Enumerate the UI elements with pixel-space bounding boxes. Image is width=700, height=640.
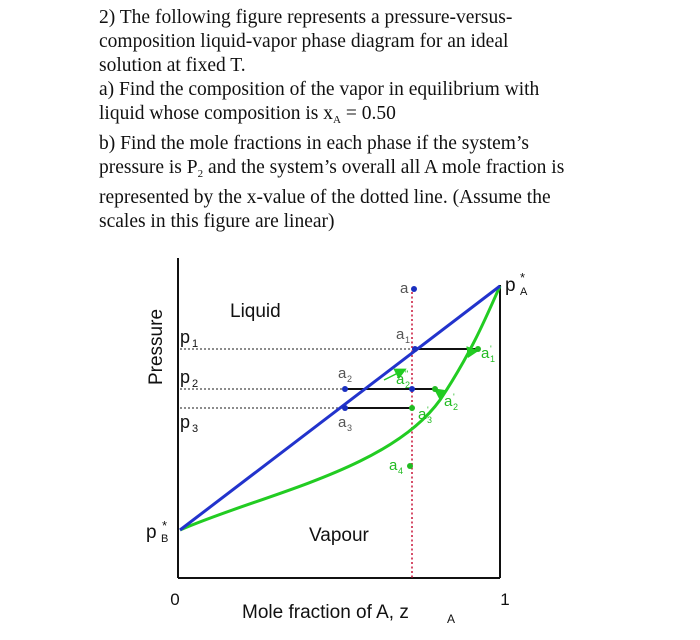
- label-a2-prime-sub: 2: [453, 402, 458, 412]
- question-line: b) Find the mole fractions in each phase…: [99, 133, 529, 154]
- p2-label: p: [180, 367, 190, 387]
- x-axis-label-text: Mole fraction of A, z: [242, 602, 409, 623]
- label-a1-prime: a: [481, 345, 490, 362]
- point-a1: [412, 346, 418, 352]
- pa-star-label: p: [505, 275, 516, 296]
- question-line: pressure is P2 and the system’s overall …: [99, 156, 689, 186]
- label-a2-sub: 2: [347, 374, 352, 384]
- vapour-label: Vapour: [309, 525, 370, 546]
- question-line: liquid whose composition is xA = 0.50: [99, 102, 689, 132]
- p2-sub: 2: [192, 378, 198, 390]
- arrow-a2double: [383, 368, 407, 381]
- label-a3: a: [338, 414, 347, 431]
- label-a3-prime-mark: ': [427, 405, 429, 415]
- text: liquid whose composition is x: [99, 103, 333, 124]
- pa-star-sub: A: [520, 286, 528, 298]
- liquid-label: Liquid: [230, 301, 281, 322]
- label-a3-sub: 3: [347, 423, 352, 433]
- point-a3-prime: [409, 405, 415, 411]
- label-a1-prime-mark: ': [490, 344, 492, 354]
- liquid-line: [179, 284, 501, 532]
- point-a2: [342, 386, 348, 392]
- question-text: 2) The following figure represents a pre…: [99, 6, 689, 234]
- arrow-a1prime: [466, 346, 479, 359]
- question-line: 2) The following figure represents a pre…: [99, 7, 513, 28]
- point-a2-double-prime: [409, 386, 415, 392]
- pb-star-asterisk: *: [162, 518, 167, 533]
- label-a4: a: [389, 457, 398, 474]
- label-a2-prime: a: [444, 393, 453, 410]
- question-line: composition liquid-vapor phase diagram f…: [99, 31, 509, 52]
- pb-star-label: p: [146, 522, 157, 543]
- label-a3-prime: a: [418, 406, 427, 423]
- subscript: A: [333, 114, 341, 126]
- x-tick-0: 0: [170, 590, 179, 609]
- label-a2-double-prime-mark: ": [405, 369, 408, 379]
- question-line: solution at fixed T.: [99, 55, 246, 76]
- question-line: a) Find the composition of the vapor in …: [99, 79, 540, 100]
- label-a2: a: [338, 365, 347, 382]
- pb-star-sub: B: [161, 533, 168, 545]
- text: pressure is P: [99, 157, 198, 178]
- question-line: scales in this figure are linear): [99, 211, 335, 232]
- text: = 0.50: [340, 103, 396, 124]
- label-a2-double-prime-sub: 2: [405, 380, 410, 390]
- label-a1-sub: 1: [405, 335, 410, 345]
- y-axis-label: Pressure: [146, 309, 167, 385]
- subscript: 2: [197, 168, 204, 180]
- p1-label: p: [180, 327, 190, 347]
- vapour-curve: [179, 285, 502, 532]
- question-line: represented by the x-value of the dotted…: [99, 187, 551, 208]
- label-a3-prime-sub: 3: [427, 415, 432, 425]
- label-a4-sub: 4: [398, 466, 403, 476]
- pa-star-asterisk: *: [520, 270, 525, 285]
- point-a1-prime: [475, 346, 481, 352]
- label-a1: a: [396, 326, 405, 343]
- point-a4: [407, 463, 413, 469]
- x-axis-label-sub: A: [447, 612, 455, 626]
- x-tick-1: 1: [500, 590, 509, 609]
- x-axis-label: Mole fraction of A, z A: [242, 602, 455, 626]
- p3-label: p: [180, 412, 190, 432]
- p3-sub: 3: [192, 423, 198, 435]
- p1-sub: 1: [192, 338, 198, 350]
- point-a3: [342, 405, 348, 411]
- label-a2-prime-mark: ': [453, 392, 455, 402]
- label-a2-double-prime: a: [396, 371, 405, 388]
- label-a1-prime-sub: 1: [490, 354, 495, 364]
- label-a: a: [400, 280, 409, 297]
- text: and the system’s overall all A mole frac…: [203, 157, 565, 178]
- point-a2-prime: [432, 386, 438, 392]
- point-a: [411, 286, 417, 292]
